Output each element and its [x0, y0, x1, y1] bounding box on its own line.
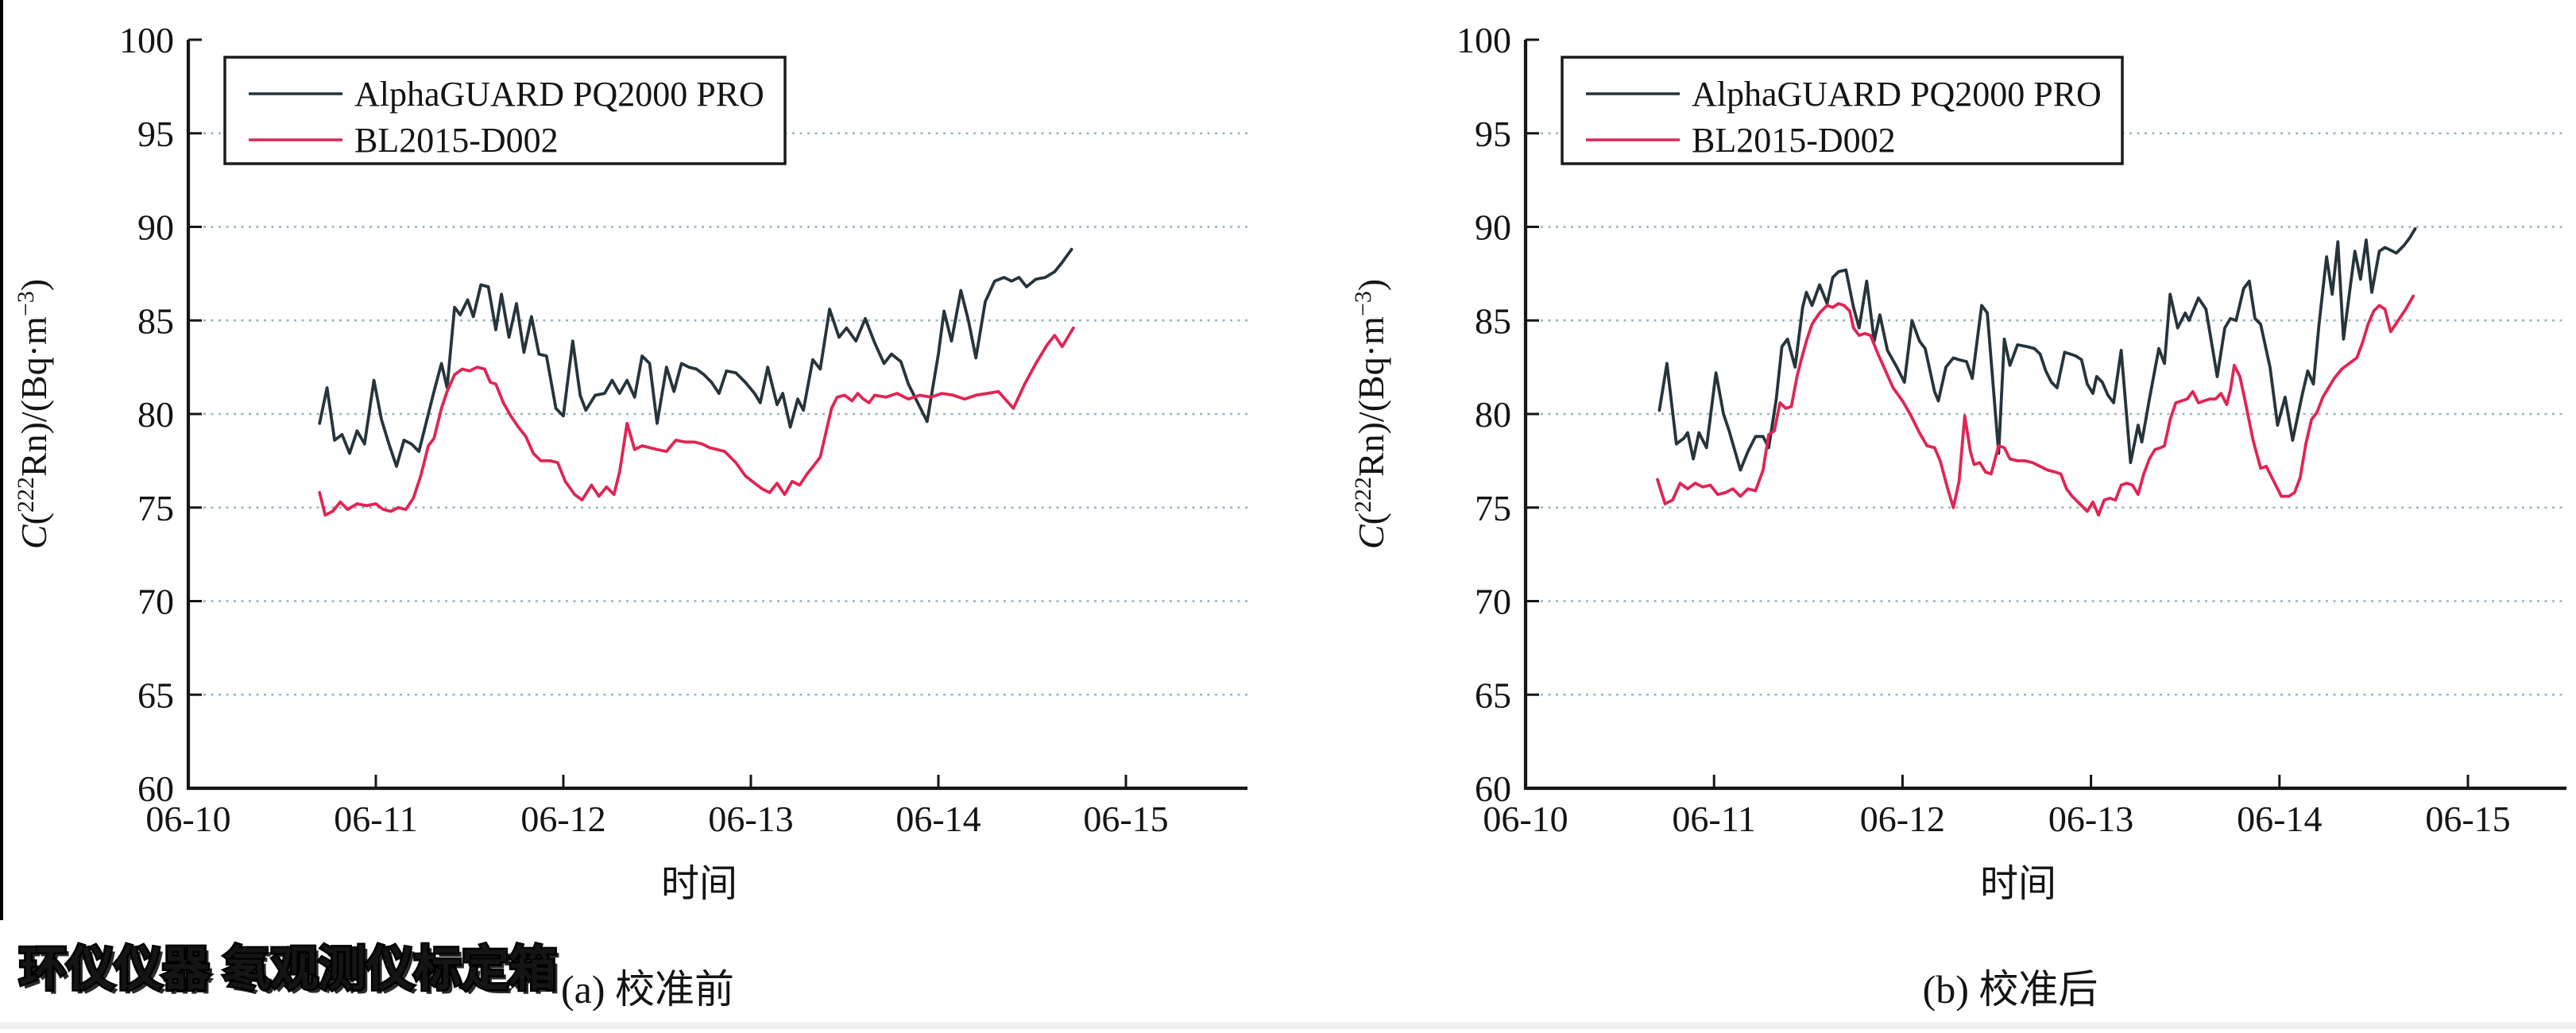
- watermark-text: 环仪仪器 氡观测仪标定箱: [19, 942, 557, 996]
- legend-label-alphaguard: AlphaGUARD PQ2000 PRO: [1692, 75, 2102, 114]
- chart-b-gridlines: [1526, 132, 2566, 696]
- y-tick-label-85: 85: [1475, 300, 1511, 341]
- series-line-bl2015: [1656, 294, 2415, 517]
- y-tick-label-70: 70: [137, 582, 174, 622]
- y-tick-label-95: 95: [1475, 114, 1511, 154]
- bottom-strip: [0, 1022, 2576, 1029]
- y-tick-label-65: 65: [137, 675, 174, 715]
- y-title-c: C: [14, 524, 54, 549]
- legend-box: [1561, 56, 2124, 165]
- x-tick-label-06-10: 06-10: [145, 799, 230, 839]
- y-title-isotope-superscript: 222: [13, 477, 39, 513]
- x-tick-label-06-12: 06-12: [520, 799, 605, 839]
- legend-label-alphaguard: AlphaGUARD PQ2000 PRO: [354, 75, 764, 114]
- x-tick-label-06-12: 06-12: [1860, 799, 1945, 839]
- y-tick-label-80: 80: [137, 394, 174, 435]
- y-tick-label-100: 100: [1456, 20, 1511, 60]
- chart-a-axes: [186, 38, 1247, 791]
- legend-label-bl2015: BL2015-D002: [354, 121, 559, 160]
- x-tick-label-06-13: 06-13: [2048, 799, 2133, 839]
- y-title-exponent-superscript: −3: [13, 291, 39, 316]
- legend-box: [223, 56, 787, 165]
- y-tick-label-100: 100: [119, 20, 174, 60]
- series-line-alphaguard: [1657, 226, 2417, 472]
- y-title-close: ): [14, 279, 54, 291]
- x-tick-label-06-11: 06-11: [1672, 799, 1756, 839]
- y-tick-label-90: 90: [1475, 207, 1511, 248]
- watermark: 环仪仪器 氡观测仪标定箱 环仪仪器 氡观测仪标定箱: [17, 941, 561, 1000]
- y-title-mid: Rn)/(Bq·m: [14, 316, 54, 477]
- series-line-bl2015: [318, 326, 1075, 517]
- y-tick-label-60: 60: [137, 768, 174, 809]
- chart-b-x-axis-title: 时间: [1980, 863, 2056, 905]
- x-tick-label-06-14: 06-14: [895, 799, 981, 839]
- y-title-open: (: [14, 513, 54, 524]
- y-tick-label-60: 60: [1475, 768, 1511, 809]
- y-title-open: (: [1351, 513, 1391, 524]
- left-edge-border: [0, 0, 3, 920]
- y-tick-label-90: 90: [137, 207, 174, 248]
- y-title-close: ): [1351, 279, 1391, 291]
- y-title-isotope-superscript: 222: [1350, 477, 1376, 513]
- chart-b-legend: AlphaGUARD PQ2000 PRO BL2015-D002: [1561, 56, 2124, 165]
- y-tick-label-75: 75: [1475, 488, 1511, 528]
- chart-a-series: [318, 247, 1075, 517]
- y-title-exponent-superscript: −3: [1350, 291, 1376, 316]
- series-line-alphaguard: [318, 247, 1073, 468]
- chart-b-axes: [1523, 38, 2566, 791]
- y-tick-label-95: 95: [137, 114, 174, 154]
- y-tick-label-65: 65: [1475, 675, 1511, 715]
- y-title-c: C: [1351, 524, 1391, 549]
- legend-label-bl2015: BL2015-D002: [1692, 121, 1896, 160]
- x-tick-label-06-15: 06-15: [1083, 799, 1168, 839]
- chart-a-caption: (a) 校准前: [561, 967, 734, 1012]
- chart-a-gridlines: [188, 132, 1247, 696]
- chart-b-caption: (b) 校准后: [1923, 967, 2098, 1012]
- y-tick-label-75: 75: [137, 488, 174, 528]
- chart-a-x-axis-title: 时间: [661, 863, 737, 905]
- x-tick-label-06-15: 06-15: [2425, 799, 2510, 839]
- chart-a-y-axis-title: C(222Rn)/(Bq·m−3): [13, 279, 54, 549]
- x-tick-label-06-10: 06-10: [1483, 799, 1568, 839]
- chart-b-y-axis-title: C(222Rn)/(Bq·m−3): [1350, 279, 1391, 549]
- x-tick-label-06-11: 06-11: [334, 799, 418, 839]
- chart-b-series: [1656, 226, 2417, 517]
- y-tick-label-85: 85: [137, 300, 174, 341]
- watermark-shadow-text: 环仪仪器 氡观测仪标定箱: [23, 946, 561, 1000]
- chart-a-legend: AlphaGUARD PQ2000 PRO BL2015-D002: [223, 56, 787, 165]
- y-title-mid: Rn)/(Bq·m: [1351, 316, 1391, 477]
- y-tick-label-70: 70: [1475, 582, 1511, 622]
- y-tick-label-80: 80: [1475, 394, 1511, 435]
- x-tick-label-06-13: 06-13: [708, 799, 793, 839]
- x-tick-label-06-14: 06-14: [2237, 799, 2322, 839]
